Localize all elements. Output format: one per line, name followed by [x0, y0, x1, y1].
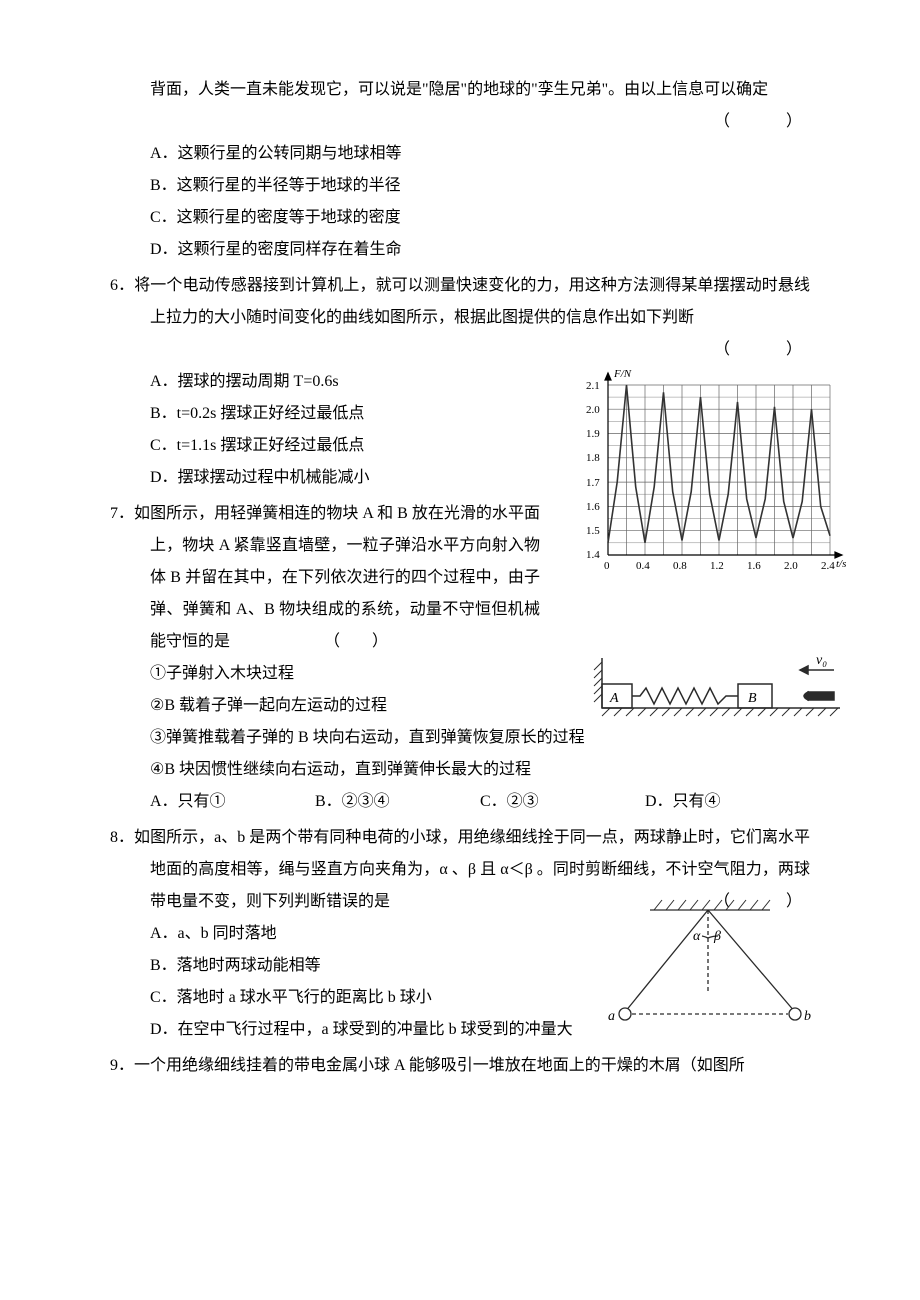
- svg-text:2.1: 2.1: [586, 380, 600, 392]
- option-A: A．这颗行星的公转同期与地球相等: [150, 138, 810, 170]
- option-B: B．落地时两球动能相等: [150, 950, 550, 982]
- q5-stem-continuation: 背面，人类一直未能发现它，可以说是"隐居"的地球的"孪生兄弟"。由以上信息可以确…: [110, 74, 810, 138]
- diagram-svg: α β a b: [590, 892, 820, 1042]
- option-C: C．落地时 a 球水平飞行的距离比 b 球小: [150, 982, 550, 1014]
- option-D: D．只有④: [645, 786, 810, 818]
- q6-options: A．摆球的摆动周期 T=0.6s B．t=0.2s 摆球正好经过最低点 C．t=…: [110, 366, 510, 494]
- q6-stem-text: 将一个电动传感器接到计算机上，就可以测量快速变化的力，用这种方法测得某单摆摆动时…: [134, 277, 810, 326]
- label-B: B: [748, 691, 757, 706]
- q5-stem-text: 背面，人类一直未能发现它，可以说是"隐居"的地球的"孪生兄弟"。由以上信息可以确…: [150, 81, 768, 98]
- label-b: b: [804, 1009, 811, 1024]
- q5-options: A．这颗行星的公转同期与地球相等 B．这颗行星的半径等于地球的半径 C．这颗行星…: [110, 138, 810, 266]
- exam-page: 背面，人类一直未能发现它，可以说是"隐居"的地球的"孪生兄弟"。由以上信息可以确…: [0, 0, 920, 1122]
- question-9: 9．一个用绝缘细线挂着的带电金属小球 A 能够吸引一堆放在地面上的干燥的木屑（如…: [110, 1050, 810, 1082]
- question-5-continued: 背面，人类一直未能发现它，可以说是"隐居"的地球的"孪生兄弟"。由以上信息可以确…: [110, 74, 810, 266]
- option-B: B．②③④: [315, 786, 480, 818]
- question-8: α β a b 8．如图所示，a、b 是两个带有同种电荷的小球，用绝缘细线拴于同…: [110, 822, 810, 1046]
- diagram-svg: A B v₀: [590, 648, 850, 728]
- option-A: A．摆球的摆动周期 T=0.6s: [150, 366, 510, 398]
- x-axis-label: t/s: [836, 558, 846, 570]
- label-beta: β: [713, 929, 721, 944]
- q8-pendulum-diagram: α β a b: [590, 892, 820, 1042]
- q9-stem-text: 一个用绝缘细线挂着的带电金属小球 A 能够吸引一堆放在地面上的干燥的木屑（如图所: [134, 1057, 745, 1074]
- option-C: C．t=1.1s 摆球正好经过最低点: [150, 430, 510, 462]
- question-number: 8．: [110, 829, 134, 846]
- option-B: B．这颗行星的半径等于地球的半径: [150, 170, 810, 202]
- svg-text:1.7: 1.7: [586, 477, 600, 489]
- label-v0: v₀: [816, 653, 827, 668]
- y-axis-label: F/N: [613, 368, 632, 380]
- svg-text:2.4: 2.4: [821, 560, 835, 572]
- svg-text:1.8: 1.8: [586, 452, 600, 464]
- q9-stem: 9．一个用绝缘细线挂着的带电金属小球 A 能够吸引一堆放在地面上的干燥的木屑（如…: [110, 1050, 810, 1082]
- option-A: A．只有①: [150, 786, 315, 818]
- option-C: C．这颗行星的密度等于地球的密度: [150, 202, 810, 234]
- q7-stem-text: 如图所示，用轻弹簧相连的物块 A 和 B 放在光滑的水平面上，物块 A 紧靠竖直…: [134, 505, 540, 650]
- label-a: a: [608, 1009, 615, 1024]
- label-alpha: α: [693, 929, 701, 944]
- question-7: A B v₀ 7．如图所示，用轻弹簧相连的物块 A 和 B 放在光滑的水平面上，…: [110, 498, 810, 818]
- answer-blank: （ ）: [714, 334, 810, 366]
- option-D: D．这颗行星的密度同样存在着生命: [150, 234, 810, 266]
- q7-options: A．只有① B．②③④ C．②③ D．只有④: [110, 786, 810, 818]
- q8-options: A．a、b 同时落地 B．落地时两球动能相等 C．落地时 a 球水平飞行的距离比…: [110, 918, 550, 1046]
- svg-text:1.9: 1.9: [586, 428, 600, 440]
- option-A: A．a、b 同时落地: [150, 918, 550, 950]
- svg-text:2.0: 2.0: [586, 404, 600, 416]
- question-number: 9．: [110, 1057, 134, 1074]
- answer-blank: （ ）: [714, 106, 810, 138]
- question-6: 6．将一个电动传感器接到计算机上，就可以测量快速变化的力，用这种方法测得某单摆摆…: [110, 270, 810, 494]
- question-number: 6．: [110, 277, 134, 294]
- option-B: B．t=0.2s 摆球正好经过最低点: [150, 398, 510, 430]
- answer-blank: （ ）: [324, 633, 388, 650]
- question-number: 7．: [110, 505, 134, 522]
- q7-stem: 7．如图所示，用轻弹簧相连的物块 A 和 B 放在光滑的水平面上，物块 A 紧靠…: [110, 498, 810, 658]
- q6-stem: 6．将一个电动传感器接到计算机上，就可以测量快速变化的力，用这种方法测得某单摆摆…: [110, 270, 810, 334]
- q7-spring-diagram: A B v₀: [590, 648, 850, 728]
- label-A: A: [609, 691, 619, 706]
- option-C: C．②③: [480, 786, 645, 818]
- option-D: D．摆球摆动过程中机械能减小: [150, 462, 510, 494]
- case-4: ④B 块因惯性继续向右运动，直到弹簧伸长最大的过程: [150, 754, 810, 786]
